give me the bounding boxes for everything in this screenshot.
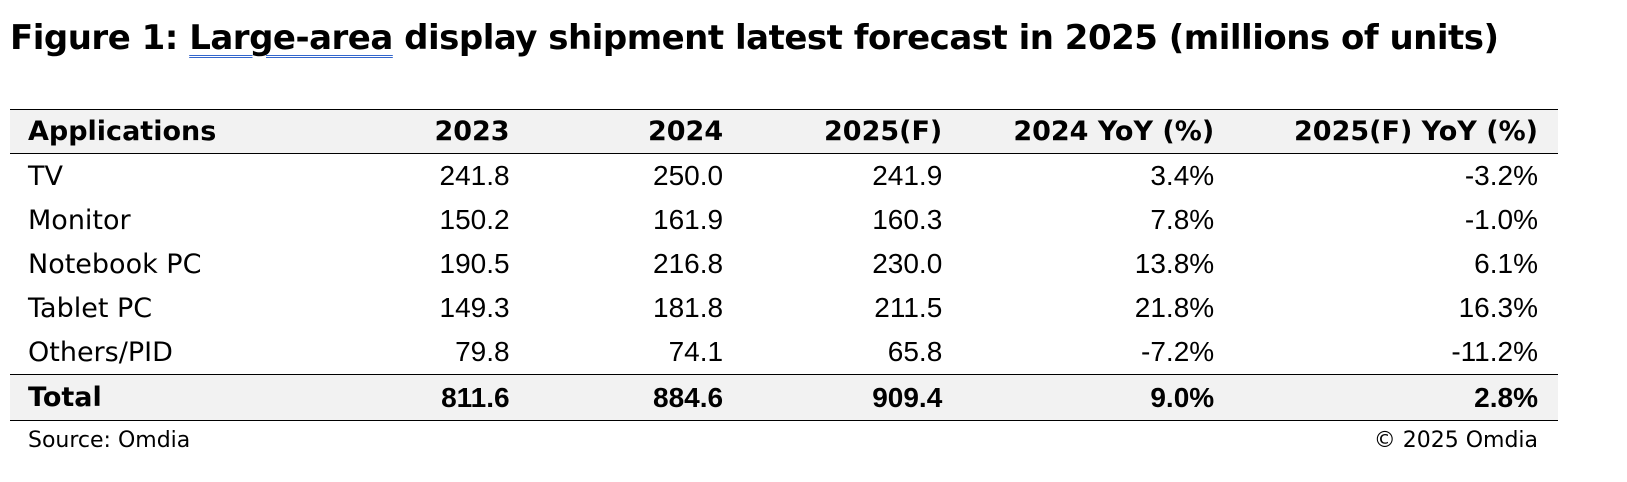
table-header-row: Applications 2023 2024 2025(F) 2024 YoY … xyxy=(10,109,1558,154)
total-2025f-yoy: 2.8% xyxy=(1474,381,1538,413)
cell-application: Others/PID xyxy=(28,336,173,368)
cell-2024-yoy: 3.4% xyxy=(1150,160,1215,191)
cell-2024: 161.9 xyxy=(653,204,724,235)
cell-2023: 79.8 xyxy=(455,336,510,367)
table-row: Notebook PC 190.5 216.8 230.0 13.8% 6.1% xyxy=(10,242,1558,286)
cell-2025f-yoy: -3.2% xyxy=(1464,160,1538,191)
cell-2025f: 211.5 xyxy=(874,292,943,323)
cell-application: Tablet PC xyxy=(28,292,153,324)
header-2025f-yoy: 2025(F) YoY (%) xyxy=(1294,116,1538,147)
cell-2024-yoy: -7.2% xyxy=(1141,336,1215,367)
cell-2024: 74.1 xyxy=(668,336,724,367)
table-row: TV 241.8 250.0 241.9 3.4% -3.2% xyxy=(10,154,1558,199)
cell-2024: 181.8 xyxy=(653,292,724,323)
cell-2025f-yoy: 6.1% xyxy=(1474,248,1538,279)
table-row: Tablet PC 149.3 181.8 211.5 21.8% 16.3% xyxy=(10,286,1558,330)
header-2024-yoy: 2024 YoY (%) xyxy=(1013,116,1215,147)
cell-2025f: 241.9 xyxy=(872,160,943,191)
total-2024: 884.6 xyxy=(653,381,724,413)
cell-2023: 241.8 xyxy=(439,160,510,191)
cell-2025f: 160.3 xyxy=(872,204,943,235)
shipment-forecast-table: Applications 2023 2024 2025(F) 2024 YoY … xyxy=(10,109,1558,421)
cell-2023: 150.2 xyxy=(439,204,510,235)
header-2025f: 2025(F) xyxy=(824,116,943,147)
cell-2024: 216.8 xyxy=(653,248,724,279)
total-2023: 811.6 xyxy=(441,381,510,413)
total-2024-yoy: 9.0% xyxy=(1150,381,1215,413)
cell-2023: 190.5 xyxy=(439,248,510,279)
title-suffix: display shipment latest forecast in 2025… xyxy=(392,18,1499,58)
source-note: Source: Omdia xyxy=(28,428,191,453)
cell-2025f: 230.0 xyxy=(872,248,943,279)
table-total-row: Total 811.6 884.6 909.4 9.0% 2.8% xyxy=(10,374,1558,421)
cell-2023: 149.3 xyxy=(439,292,510,323)
header-2024: 2024 xyxy=(647,116,724,147)
cell-application: TV xyxy=(28,160,63,192)
cell-2024-yoy: 7.8% xyxy=(1150,204,1215,235)
table-row: Others/PID 79.8 74.1 65.8 -7.2% -11.2% xyxy=(10,330,1558,375)
title-prefix: Figure 1: xyxy=(10,18,190,58)
header-2023: 2023 xyxy=(434,116,510,147)
total-2025f: 909.4 xyxy=(872,381,943,413)
cell-2025f: 65.8 xyxy=(887,336,943,367)
total-label: Total xyxy=(28,382,102,413)
table-row: Monitor 150.2 161.9 160.3 7.8% -1.0% xyxy=(10,198,1558,242)
copyright-note: © 2025 Omdia xyxy=(1373,428,1538,453)
cell-2024-yoy: 21.8% xyxy=(1134,292,1215,323)
cell-2025f-yoy: -11.2% xyxy=(1451,336,1538,367)
cell-2024-yoy: 13.8% xyxy=(1134,248,1215,279)
header-applications: Applications xyxy=(28,116,217,147)
title-link-large-area[interactable]: Large-area xyxy=(189,18,393,58)
cell-application: Monitor xyxy=(28,204,131,236)
cell-2024: 250.0 xyxy=(653,160,724,191)
cell-2025f-yoy: 16.3% xyxy=(1458,292,1538,323)
cell-2025f-yoy: -1.0% xyxy=(1464,204,1538,235)
cell-application: Notebook PC xyxy=(28,248,202,280)
figure-title: Figure 1: Large-area display shipment la… xyxy=(10,18,1499,58)
